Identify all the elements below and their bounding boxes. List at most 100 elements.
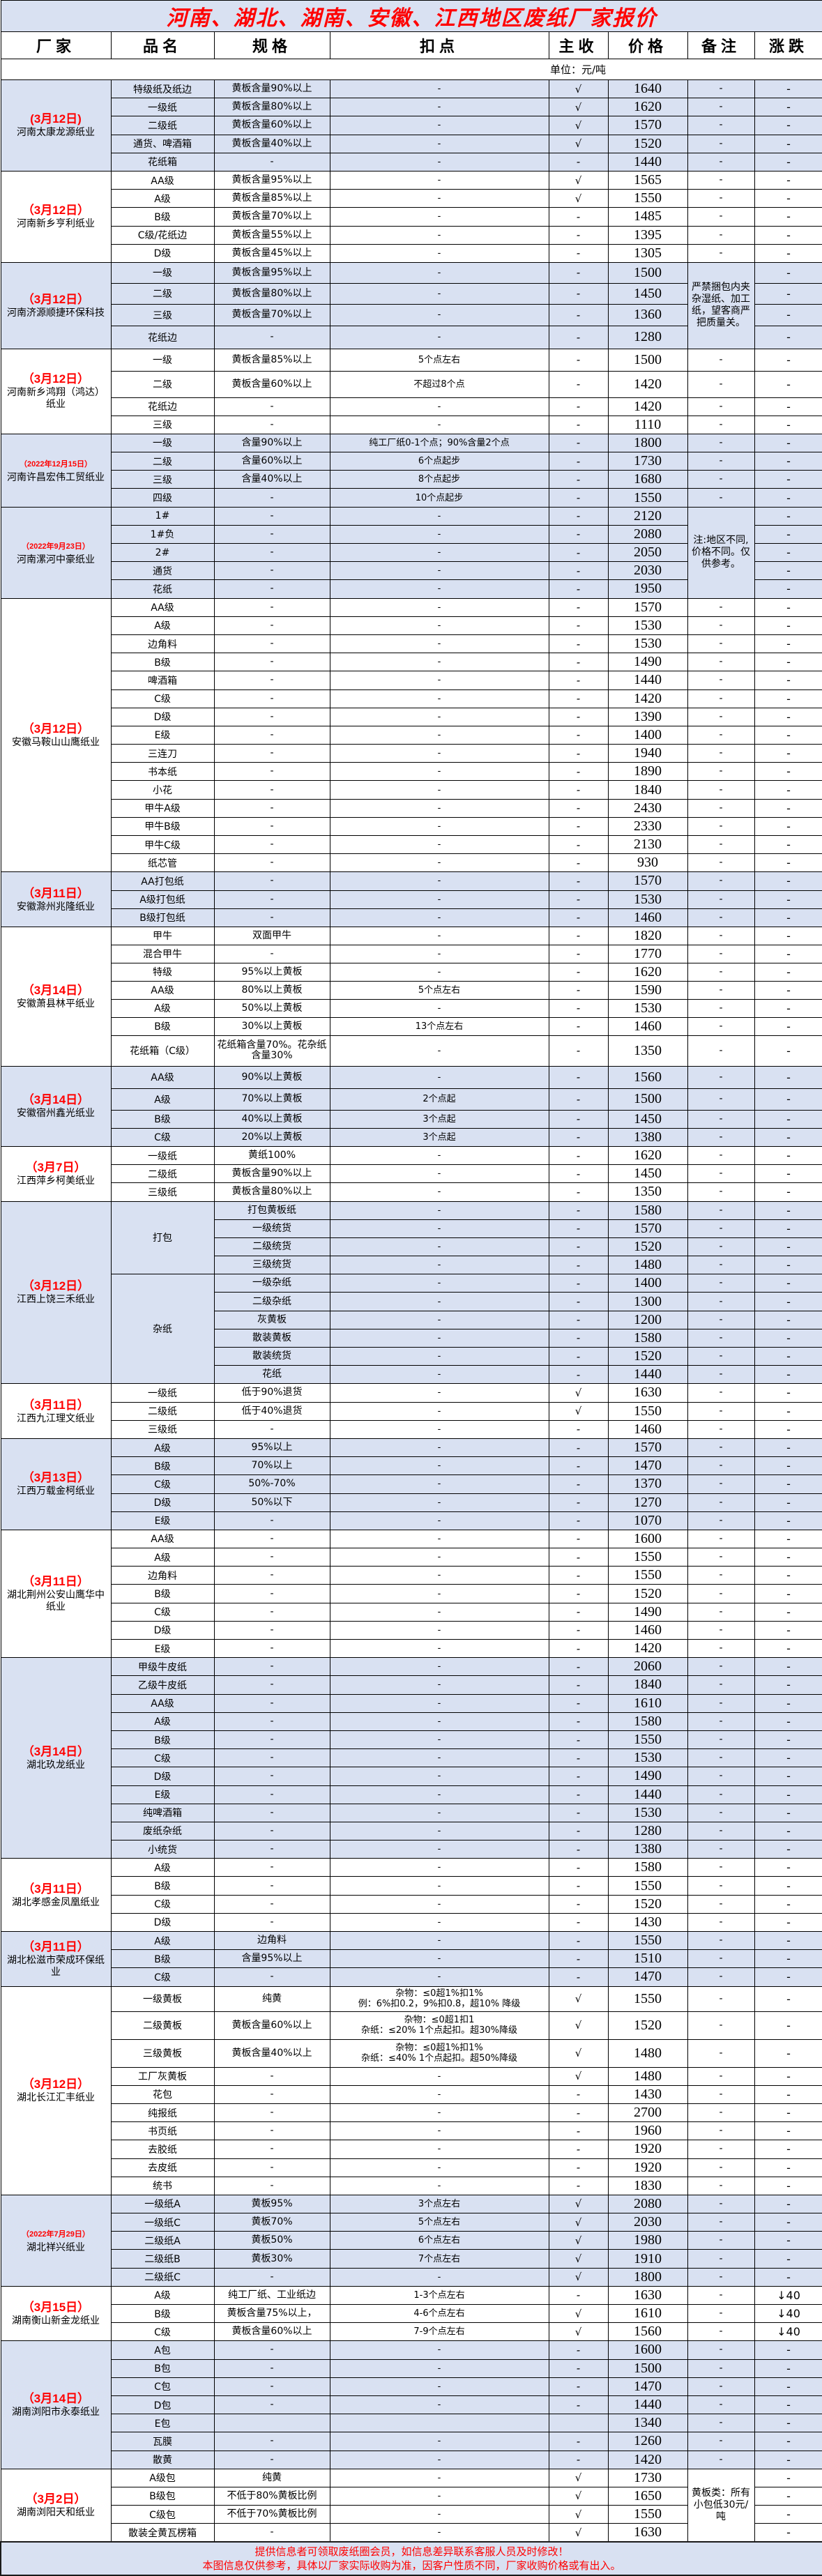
spec: -: [213, 2158, 330, 2177]
deduction: -: [329, 1511, 549, 1530]
main-purchase-mark: √: [548, 170, 609, 190]
spec: -: [213, 1584, 330, 1603]
spec: -: [213, 944, 330, 963]
deduction: -: [329, 1803, 549, 1822]
header-product: 品名: [110, 31, 215, 59]
quote-date: （3月11日）: [22, 886, 89, 900]
main-purchase-mark: -: [548, 1767, 609, 1786]
deduction: -: [329, 1182, 549, 1202]
main-purchase-mark: -: [548, 1419, 609, 1439]
price-change: -: [754, 1840, 822, 1859]
remark: -: [687, 134, 755, 153]
spec: 黄板含量70%以上: [213, 207, 330, 227]
deduction: -: [329, 225, 549, 245]
main-purchase-mark: √: [548, 2011, 609, 2040]
price-change: -: [754, 1274, 822, 1293]
remark: -: [687, 470, 755, 489]
main-purchase-mark: -: [548, 348, 609, 372]
deduction: -: [329, 1584, 549, 1603]
main-purchase-mark: -: [548, 2285, 609, 2306]
price: 1520: [607, 2011, 688, 2040]
table-row: （3月12日） 江西上饶三禾纸业 打包 打包黄板纸 - -1580- -: [0, 1201, 822, 1385]
remark: -: [687, 2213, 755, 2232]
price: 1500: [607, 261, 688, 284]
header-row: 厂家 品名 规格 扣点 主收 价格 备注 涨跌: [0, 31, 822, 59]
price-change: -: [754, 542, 822, 563]
main-purchase-mark: -: [548, 762, 609, 782]
price-change: -: [754, 1584, 822, 1603]
deduction: -: [329, 1328, 549, 1348]
deduction: -: [329, 616, 549, 635]
spec: -: [213, 1767, 330, 1786]
spec: -: [213, 415, 330, 434]
product-name: 边角料: [110, 1566, 215, 1585]
company-name: 湖北松滋市荣成环保纸业: [7, 1954, 105, 1978]
spec: 散装统货: [213, 1346, 330, 1366]
price: 1395: [607, 225, 688, 245]
price: 1620: [607, 98, 688, 117]
main-purchase-mark: -: [548, 2085, 609, 2104]
product-name: 去皮纸: [110, 2158, 215, 2177]
quote-date: （3月13日）: [22, 1471, 90, 1485]
spec: 50%-70%: [213, 1474, 330, 1494]
price-change: -: [754, 2377, 822, 2396]
price-change: -: [754, 744, 822, 763]
product-name: A级: [110, 998, 215, 1018]
product-name: B级: [110, 2303, 215, 2324]
remark: -: [687, 1237, 755, 1257]
price-change: -: [754, 1164, 822, 1184]
main-purchase-mark: -: [548, 1712, 609, 1731]
table-row: 三级 含量40%以上 8个点起步 -1680- -: [1, 470, 822, 489]
main-purchase-mark: -: [548, 616, 609, 635]
price: 1300: [607, 1292, 688, 1311]
deduction: -: [329, 2103, 549, 2123]
table-row: 1#负 - - -2080-: [1, 524, 822, 544]
table-row: B级 - - -1550- -: [1, 1730, 822, 1750]
spec: 含量90%以上: [213, 433, 330, 453]
spec: -: [213, 2176, 330, 2195]
main-purchase-mark: √: [548, 79, 609, 99]
spec: 70%以上黄板: [213, 1088, 330, 1111]
company-cell: （3月12日） 河南济源顺捷环保科技: [0, 261, 112, 349]
product-name: A级: [110, 1930, 215, 1951]
price: 1400: [607, 725, 688, 745]
main-purchase-mark: -: [548, 926, 609, 945]
product-name: B级: [110, 1016, 215, 1036]
spec: 黄板含量60%以上: [213, 2011, 330, 2040]
remark: -: [687, 1438, 755, 1458]
price-change: -: [754, 1456, 822, 1476]
price: 1830: [607, 2176, 688, 2195]
spec: -: [213, 1602, 330, 1622]
deduction: -: [329, 2140, 549, 2159]
table-row: 啤酒箱 - - -1440- -: [1, 671, 822, 690]
price: 1640: [607, 79, 688, 99]
quote-date: （3月14日）: [22, 1093, 90, 1107]
main-purchase-mark: -: [548, 2450, 609, 2469]
spec: -: [213, 798, 330, 818]
main-purchase-mark: -: [548, 1164, 609, 1184]
price-change: -: [754, 1638, 822, 1659]
remark: -: [687, 1383, 755, 1403]
remark: -: [687, 1511, 755, 1530]
price-change: -: [754, 2085, 822, 2104]
spec: -: [213, 744, 330, 763]
table-row: 小花 - - -1840- -: [1, 780, 822, 800]
main-purchase-mark: -: [548, 1602, 609, 1622]
price: 1530: [607, 1748, 688, 1768]
price: 1200: [607, 1310, 688, 1329]
price-change: -: [754, 1548, 822, 1567]
table-row: C级 20%以上黄板 3个点起 -1380- -: [1, 1127, 822, 1147]
deduction: 5个点左右: [329, 348, 549, 372]
price-change: -: [754, 1986, 822, 2012]
spec: -: [213, 2340, 330, 2360]
deduction: -: [329, 2267, 549, 2287]
remark: -: [687, 1256, 755, 1275]
product-name: 花纸边: [110, 325, 215, 349]
main-purchase-mark: -: [548, 561, 609, 581]
main-purchase-mark: -: [548, 1256, 609, 1275]
price-change: -: [754, 2468, 822, 2487]
deduction: 4-6个点左右: [329, 2303, 549, 2324]
price: 1070: [607, 1511, 688, 1530]
deduction: 7-9个点左右: [329, 2322, 549, 2342]
